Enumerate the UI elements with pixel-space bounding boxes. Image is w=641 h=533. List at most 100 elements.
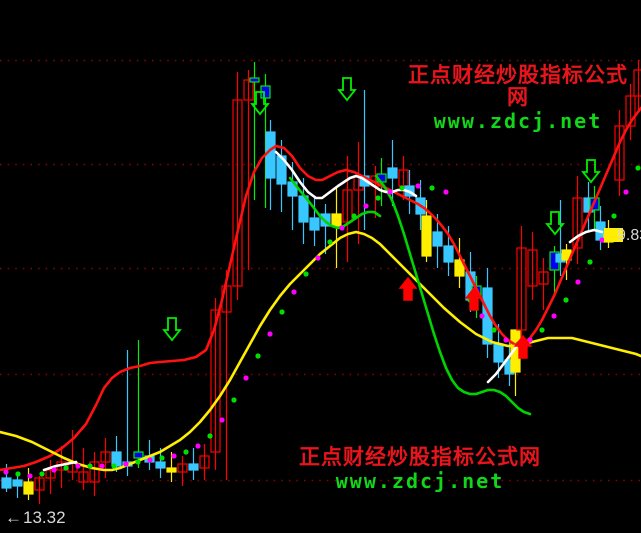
candle-body	[432, 231, 443, 247]
ma-line-ma-white	[274, 150, 418, 200]
sar-dot	[611, 213, 617, 219]
sell-arrow-icon	[250, 91, 270, 116]
candle-body	[188, 463, 199, 471]
candle-body	[45, 469, 56, 479]
candle-body	[454, 259, 465, 277]
candle-body	[538, 271, 549, 285]
sar-dot	[587, 259, 593, 265]
candlestick[interactable]	[633, 60, 641, 112]
sar-dot	[327, 239, 333, 245]
candle-body	[493, 343, 504, 363]
candlestick[interactable]	[625, 84, 636, 140]
sar-dot	[291, 289, 297, 295]
candlestick[interactable]	[243, 70, 254, 270]
sar-dot	[363, 203, 369, 209]
candlestick[interactable]	[34, 476, 45, 504]
candlestick[interactable]	[387, 140, 398, 206]
left-price-value: 13.32	[23, 508, 66, 527]
sar-dot	[111, 463, 117, 469]
sar-dot	[415, 183, 421, 189]
sar-dot	[159, 455, 165, 461]
sar-dot	[491, 327, 497, 333]
candlestick[interactable]	[89, 452, 100, 496]
candle-body	[309, 217, 320, 231]
candlestick[interactable]	[432, 214, 443, 268]
sar-dot	[551, 313, 557, 319]
sar-dot	[171, 453, 177, 459]
candle-body	[443, 245, 454, 263]
sar-dot	[429, 185, 435, 191]
left-price-marker: ←13.32	[5, 508, 66, 528]
candle-body	[133, 451, 144, 459]
candlestick[interactable]	[232, 72, 243, 300]
right-price-value: 9.83	[617, 227, 641, 244]
candle-body	[572, 197, 583, 249]
candle-body	[177, 463, 188, 473]
ma-line-ma-white-right	[568, 228, 604, 244]
candle-body	[89, 461, 100, 483]
sar-dot	[375, 195, 381, 201]
candlestick[interactable]	[45, 460, 56, 494]
sar-dot	[399, 185, 405, 191]
candle-body	[387, 167, 398, 179]
buy-arrow-icon	[464, 286, 484, 311]
candlestick[interactable]	[527, 232, 538, 300]
candlestick[interactable]	[342, 156, 353, 262]
candle-body	[265, 131, 276, 179]
candlestick[interactable]	[249, 62, 260, 200]
candlestick[interactable]	[166, 452, 177, 482]
candle-body	[34, 477, 45, 491]
candle-body	[249, 77, 260, 83]
candle-body	[155, 461, 166, 469]
sar-dot	[195, 443, 201, 449]
signal-arrows-group	[162, 77, 601, 359]
candle-body	[232, 99, 243, 287]
sar-dot	[623, 189, 629, 195]
candlestick[interactable]	[199, 444, 210, 480]
sar-dot	[563, 297, 569, 303]
candlestick[interactable]	[133, 340, 144, 468]
candle-body	[199, 455, 210, 469]
candlestick[interactable]	[177, 456, 188, 486]
sell-arrow-icon	[545, 211, 565, 236]
sar-dot	[15, 471, 21, 477]
candle-body	[78, 471, 89, 483]
sar-dot	[231, 397, 237, 403]
candlestick[interactable]	[454, 238, 465, 288]
candlestick[interactable]	[538, 258, 549, 310]
sar-dot	[575, 279, 581, 285]
candlestick[interactable]	[572, 176, 583, 264]
candlestick[interactable]	[516, 226, 527, 350]
candle-body	[342, 189, 353, 223]
sar-dot	[51, 467, 57, 473]
candlestick[interactable]	[100, 438, 111, 478]
candlestick[interactable]	[23, 468, 34, 500]
sar-dot	[219, 417, 225, 423]
sar-dot	[183, 449, 189, 455]
sar-dot	[599, 237, 605, 243]
candle-body	[166, 467, 177, 473]
sar-dot	[87, 463, 93, 469]
ma-line-ma-white-left	[42, 460, 78, 472]
candle-body	[23, 481, 34, 495]
sar-dot	[123, 461, 129, 467]
ma-line-ma-green-segment-upper	[288, 176, 382, 230]
sar-dot	[135, 459, 141, 465]
ma-line-ma-white-lower	[486, 342, 520, 384]
sar-dot	[207, 433, 213, 439]
right-price-highlight-box	[604, 228, 623, 242]
sell-arrow-icon	[337, 77, 357, 102]
candle-body	[12, 479, 23, 487]
sar-dot	[339, 225, 345, 231]
candlestick[interactable]	[309, 198, 320, 246]
candlesticks-group[interactable]	[1, 60, 641, 504]
sar-dot	[3, 469, 9, 475]
candle-body	[331, 213, 342, 227]
candlestick[interactable]	[188, 448, 199, 480]
candlestick[interactable]	[78, 448, 89, 490]
sar-dot	[147, 457, 153, 463]
candle-body	[210, 309, 221, 453]
sar-dot	[267, 331, 273, 337]
sar-dot	[635, 165, 641, 171]
